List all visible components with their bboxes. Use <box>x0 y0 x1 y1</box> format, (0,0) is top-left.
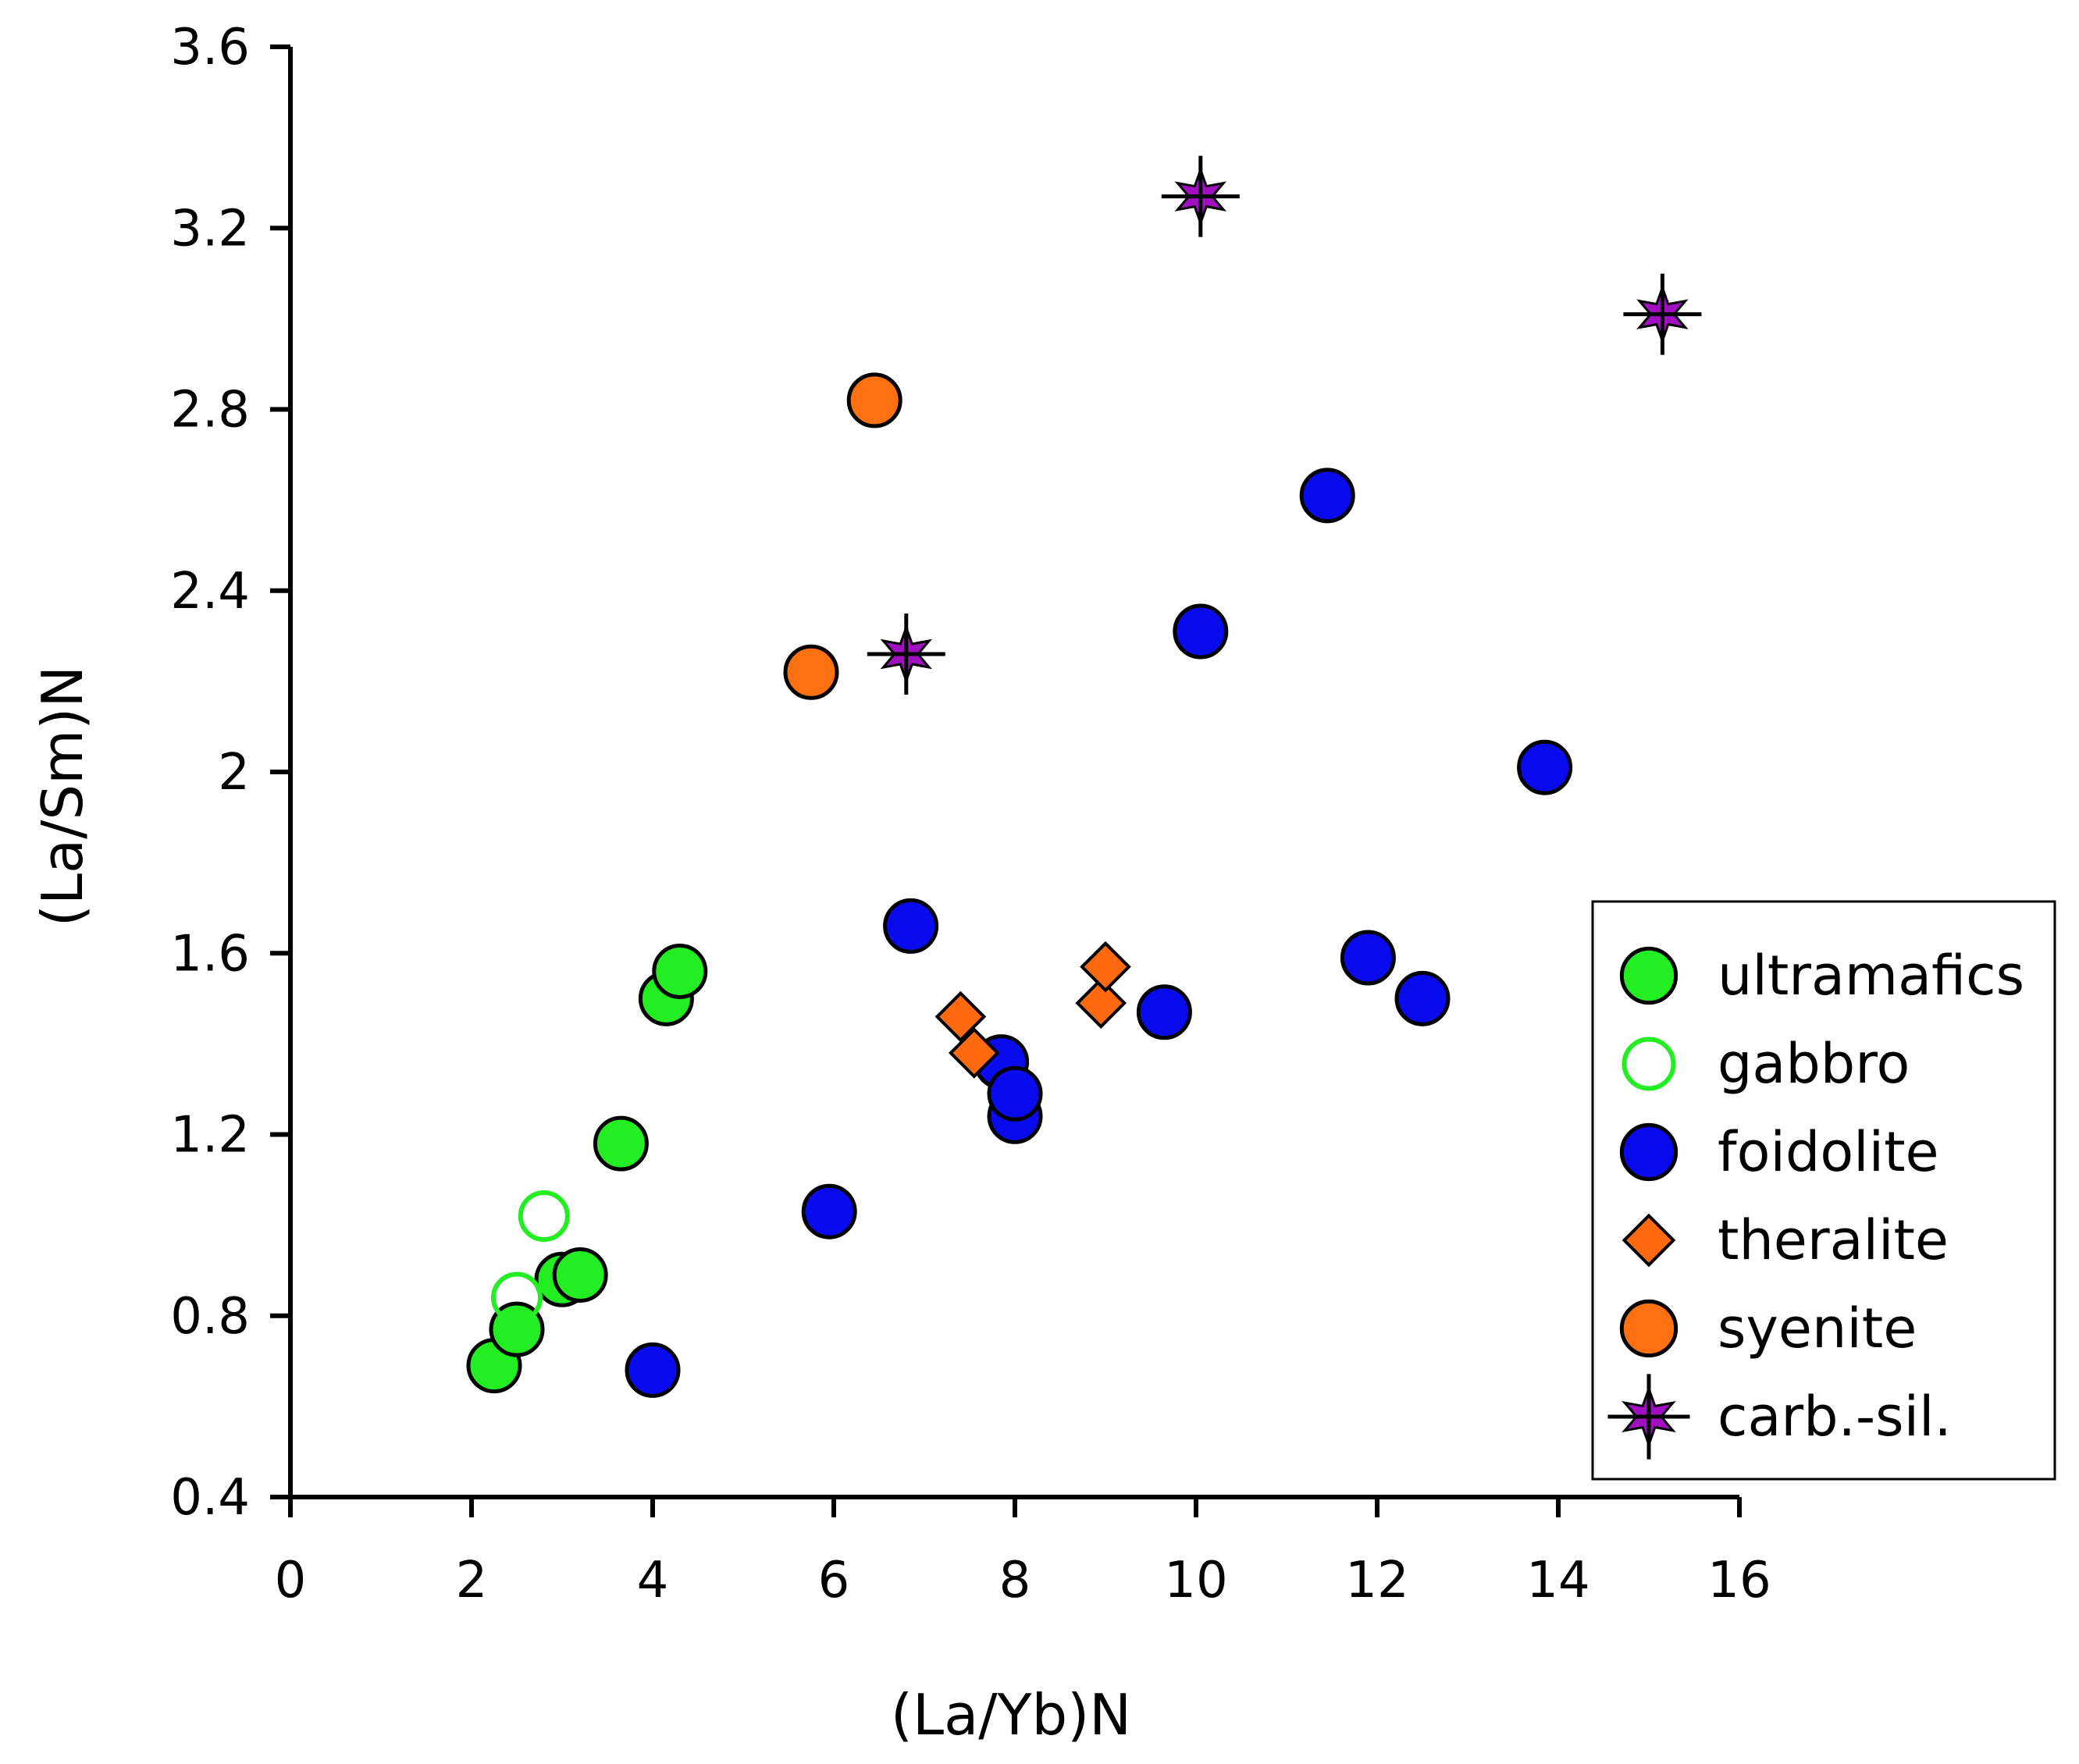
y-tick-label: 1.6 <box>170 925 250 983</box>
point-foidolite <box>1340 930 1396 986</box>
data-marks <box>466 155 1702 1398</box>
point-theralite <box>1075 977 1127 1029</box>
point-theralite <box>934 990 987 1043</box>
y-tick-label: 3.2 <box>170 200 250 258</box>
legend-item-foidolite: foidolite <box>1619 1120 1939 1184</box>
x-tick-label: 14 <box>1526 1552 1590 1609</box>
x-tick-label: 6 <box>818 1552 850 1609</box>
legend-item-gabbro: gabbro <box>1622 1032 1910 1096</box>
point-foidolite <box>1394 970 1451 1026</box>
series-foidolite <box>625 468 1573 1398</box>
legend-label: ultramafics <box>1718 944 2024 1008</box>
point-ultramafics <box>652 943 708 999</box>
y-tick-label: 1.2 <box>170 1107 250 1165</box>
legend-marker-carb-sil <box>1607 1374 1690 1460</box>
point-carb-sil <box>1623 273 1702 355</box>
series-ultramafics <box>466 943 708 1394</box>
x-tick-label: 12 <box>1345 1552 1408 1609</box>
y-axis-title: (La/Sm)N <box>30 666 95 926</box>
legend-label: syenite <box>1718 1296 1917 1360</box>
legend-item-ultramafics: ultramafics <box>1619 944 2024 1008</box>
x-tick-label: 10 <box>1164 1552 1227 1609</box>
legend-label: gabbro <box>1718 1032 1910 1096</box>
legend-label: carb.-sil. <box>1718 1385 1952 1449</box>
legend-label: theralite <box>1718 1208 1949 1272</box>
x-tick-label: 2 <box>456 1552 488 1609</box>
point-syenite <box>783 644 839 700</box>
y-tick-label: 2.8 <box>170 382 250 439</box>
point-foidolite <box>1136 984 1192 1040</box>
legend-label: foidolite <box>1718 1120 1939 1184</box>
series-carb-sil <box>867 155 1702 695</box>
point-foidolite <box>1173 603 1229 660</box>
x-tick-label: 4 <box>637 1552 669 1609</box>
point-foidolite <box>625 1342 681 1398</box>
y-tick-label: 0.4 <box>170 1469 250 1527</box>
point-foidolite <box>1517 739 1573 795</box>
point-theralite <box>1080 941 1131 993</box>
legend: ultramafics gabbro foidolite theralite syeni… <box>1591 900 2056 1481</box>
series-theralite <box>934 941 1131 1079</box>
point-ultramafics <box>552 1247 608 1303</box>
point-foidolite <box>987 1065 1043 1122</box>
legend-marker-gabbro <box>1622 1037 1676 1091</box>
y-tick-label: 3.6 <box>170 19 250 76</box>
point-theralite <box>948 1027 1000 1079</box>
point-carb-sil <box>867 613 945 695</box>
x-tick-label: 16 <box>1707 1552 1771 1609</box>
y-tick-label: 2 <box>218 744 250 802</box>
legend-item-syenite: syenite <box>1619 1296 1917 1360</box>
point-syenite <box>846 372 902 429</box>
point-carb-sil <box>1161 155 1240 237</box>
point-gabbro <box>518 1190 570 1243</box>
y-tick-label: 2.4 <box>170 563 250 621</box>
x-tick-label: 0 <box>275 1552 307 1609</box>
point-foidolite <box>883 898 939 954</box>
axes: 0.4 0.8 1.2 1.6 2 2.4 2.8 3.2 3.6 0 2 4 6 8 10 12 14 16 <box>170 19 1771 1609</box>
series-gabbro <box>491 1190 570 1324</box>
point-foidolite <box>1299 468 1355 524</box>
legend-marker-theralite <box>1622 1213 1676 1268</box>
legend-marker-ultramafics <box>1619 946 1679 1005</box>
legend-marker-syenite <box>1619 1299 1679 1358</box>
point-gabbro <box>491 1271 543 1324</box>
legend-box <box>1591 900 2056 1481</box>
x-tick-label: 8 <box>999 1552 1031 1609</box>
point-ultramafics <box>593 1115 649 1172</box>
legend-item-theralite: theralite <box>1622 1208 1949 1272</box>
legend-item-carb-sil: carb.-sil. <box>1607 1374 1952 1460</box>
y-tick-label: 0.8 <box>170 1288 250 1346</box>
legend-marker-foidolite <box>1619 1122 1679 1182</box>
point-foidolite <box>801 1183 857 1239</box>
x-axis-title: (La/Yb)N <box>891 1682 1131 1748</box>
series-syenite <box>783 372 902 700</box>
